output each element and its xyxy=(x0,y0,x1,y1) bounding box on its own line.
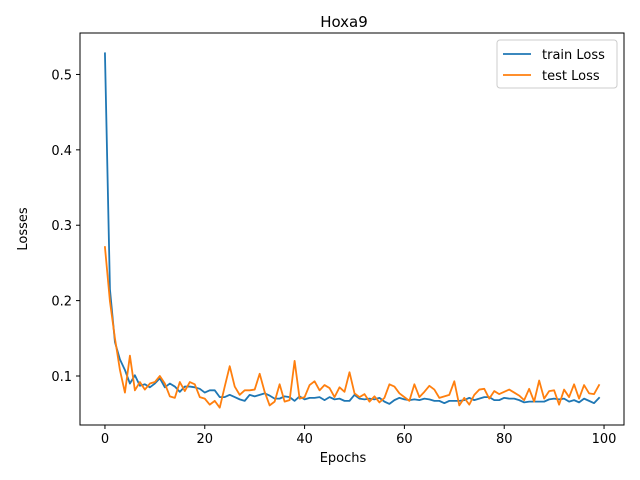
legend-box xyxy=(496,39,618,89)
chart-title: Hoxa9 xyxy=(320,13,368,31)
y-tick-label: 0.4 xyxy=(51,144,72,159)
y-tick-label: 0.5 xyxy=(51,68,72,83)
series-line-2 xyxy=(103,246,601,409)
x-tick-label: 80 xyxy=(496,432,513,447)
x-tick-label: 20 xyxy=(196,432,213,447)
x-axis: 0 20 40 60 80 100 xyxy=(101,425,617,447)
y-tick-label: 0.2 xyxy=(51,295,72,310)
legend-label-2: test Loss xyxy=(542,69,600,84)
x-tick-label: 100 xyxy=(592,432,617,447)
y-axis: 0.1 0.2 0.3 0.4 0.5 xyxy=(51,68,80,385)
y-axis-title: Losses xyxy=(16,207,31,251)
y-tick-label: 0.1 xyxy=(51,370,72,385)
plot-frame xyxy=(79,32,625,426)
x-axis-title: Epochs xyxy=(320,451,367,466)
legend: train Loss test Loss xyxy=(496,39,618,89)
series-layer xyxy=(103,52,601,409)
legend-label-1: train Loss xyxy=(542,48,605,63)
x-tick-label: 40 xyxy=(296,432,313,447)
y-tick-label: 0.3 xyxy=(51,219,72,234)
x-tick-label: 0 xyxy=(101,432,109,447)
x-tick-label: 60 xyxy=(396,432,413,447)
